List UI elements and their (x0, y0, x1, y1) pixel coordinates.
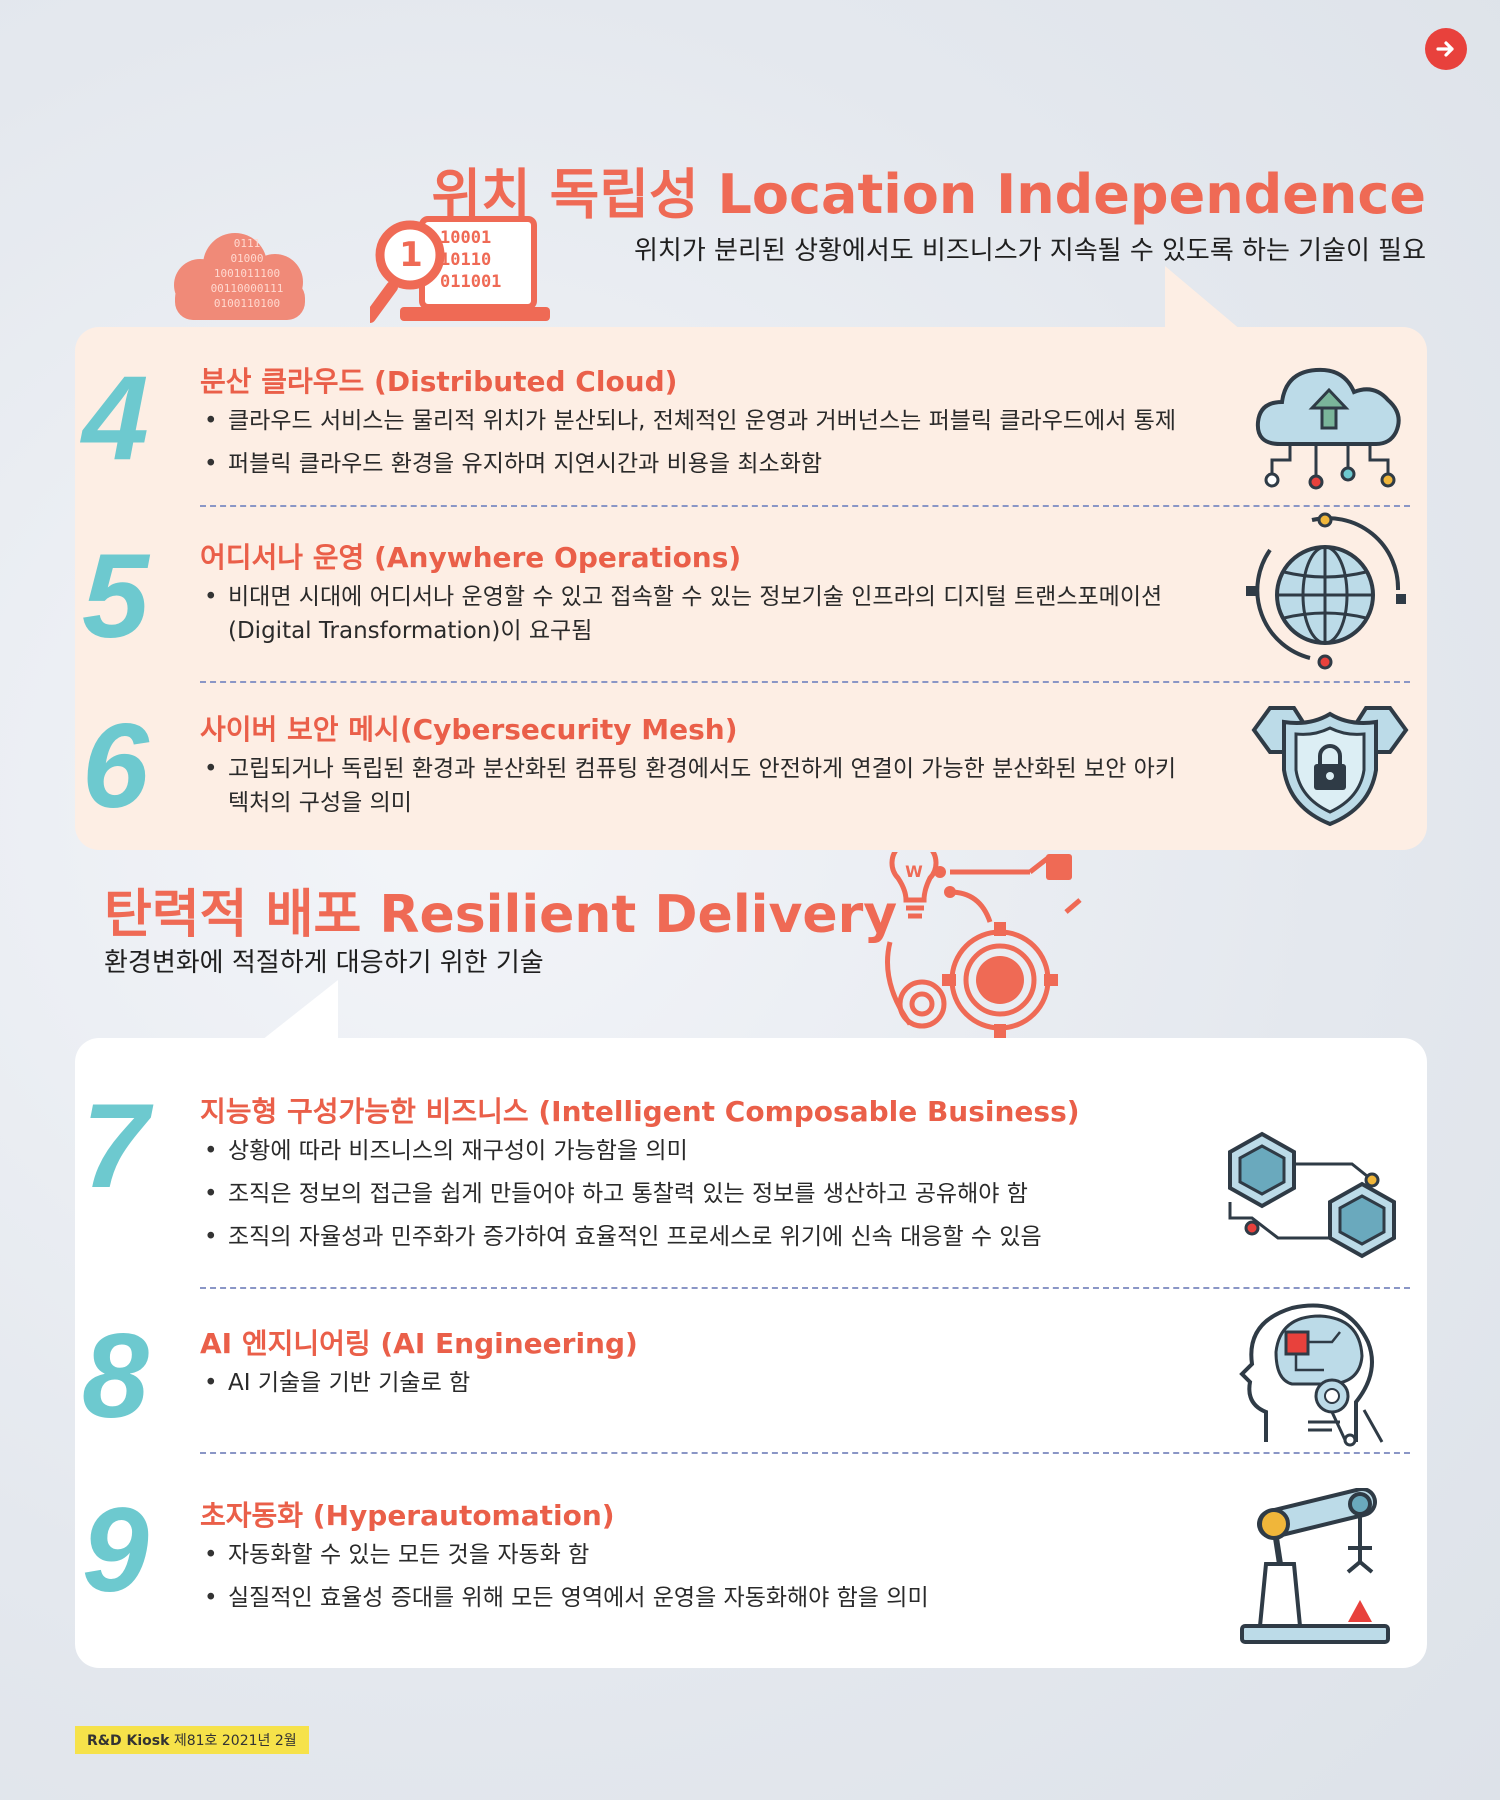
bullet-item: 조직의 자율성과 민주화가 증가하여 효율적인 프로세스로 위기에 신속 대응할… (200, 1220, 1200, 1254)
cloud-network-icon (1250, 352, 1410, 502)
cloud-data-illustration: 0111 01000 1001011100 00110000111 010011… (140, 210, 560, 330)
section-subtitle-resilient: 환경변화에 적절하게 대응하기 위한 기술 (104, 948, 544, 978)
cloud-binary-row: 0100110100 (213, 297, 281, 310)
bullet-item: 고립되거나 독립된 환경과 분산화된 컴퓨팅 환경에서도 안전하게 연결이 가능… (200, 752, 1180, 820)
item-divider (200, 1452, 1410, 1454)
item-bullets: 자동화할 수 있는 모든 것을 자동화 함 실질적인 효율성 증대를 위해 모든… (200, 1538, 1200, 1624)
laptop-binary-row: 011001 (440, 272, 502, 292)
item-number: 9 (82, 1483, 149, 1617)
bullet-item: 클라우드 서비스는 물리적 위치가 분산되나, 전체적인 운영과 거버넌스는 퍼… (200, 404, 1240, 438)
bullet-item: 조직은 정보의 접근을 쉽게 만들어야 하고 통찰력 있는 정보를 생산하고 공… (200, 1177, 1200, 1211)
laptop-binary-row: 10001 (440, 228, 492, 248)
bullet-item: 비대면 시대에 어디서나 운영할 수 있고 접속할 수 있는 정보기술 인프라의… (200, 580, 1240, 648)
section-subtitle-location: 위치가 분리된 상황에서도 비즈니스가 지속될 수 있도록 하는 기술이 필요 (634, 236, 1426, 266)
laptop-search-illustration: 1 10001 10110 011001 (370, 215, 550, 325)
panel-pointer (262, 980, 342, 1040)
cloud-binary-row: 0111 (233, 237, 261, 250)
footer-issue: 제81호 2021년 2월 (173, 1733, 297, 1749)
bullet-item: 퍼블릭 클라우드 환경을 유지하며 지연시간과 비용을 최소화함 (200, 447, 1240, 481)
cloud-binary-row: 01000 (230, 252, 264, 265)
footer-brand: R&D Kiosk (87, 1733, 170, 1749)
bullet-item: AI 기술을 기반 기술로 함 (200, 1366, 1200, 1400)
item-bullets: 비대면 시대에 어디서나 운영할 수 있고 접속할 수 있는 정보기술 인프라의… (200, 580, 1240, 657)
shield-lock-icon (1250, 700, 1410, 830)
globe-network-icon (1240, 510, 1410, 680)
cloud-binary-row: 1001011100 (213, 267, 281, 280)
laptop-binary-row: 10110 (440, 250, 492, 270)
item-number: 5 (82, 529, 149, 663)
item-title-ai-engineering: AI 엔지니어링 (AI Engineering) (200, 1327, 638, 1360)
search-badge-number: 1 (399, 235, 423, 275)
panel-pointer (1165, 266, 1245, 330)
item-title-composable-business: 지능형 구성가능한 비즈니스 (Intelligent Composable B… (200, 1095, 1080, 1128)
bullet-item: 실질적인 효율성 증대를 위해 모든 영역에서 운영을 자동화해야 함을 의미 (200, 1581, 1200, 1615)
bullet-item: 자동화할 수 있는 모든 것을 자동화 함 (200, 1538, 1200, 1572)
cloud-binary-row: 00110000111 (210, 282, 284, 295)
section-title-location: 위치 독립성 Location Independence (431, 163, 1426, 226)
item-title-hyperautomation: 초자동화 (Hyperautomation) (200, 1499, 615, 1532)
item-divider (200, 681, 1410, 683)
next-page-button[interactable] (1425, 28, 1467, 70)
item-divider (200, 1287, 1410, 1289)
item-bullets: 상황에 따라 비즈니스의 재구성이 가능함을 의미 조직은 정보의 접근을 쉽게… (200, 1134, 1200, 1263)
arrow-right-icon (1436, 41, 1454, 57)
item-number: 4 (82, 351, 149, 485)
footer-issue-tag: R&D Kiosk 제81호 2021년 2월 (75, 1726, 309, 1754)
linked-cubes-icon (1222, 1128, 1412, 1268)
item-bullets: 클라우드 서비스는 물리적 위치가 분산되나, 전체적인 운영과 거버넌스는 퍼… (200, 404, 1240, 490)
gears-idea-illustration: W (880, 852, 1090, 1042)
robot-arm-icon (1236, 1488, 1396, 1648)
item-title-distributed-cloud: 분산 클라우드 (Distributed Cloud) (200, 365, 678, 398)
bullet-item: 상황에 따라 비즈니스의 재구성이 가능함을 의미 (200, 1134, 1200, 1168)
ai-head-icon (1236, 1292, 1386, 1452)
item-number: 7 (82, 1079, 149, 1213)
bulb-letter: W (905, 862, 923, 881)
section-title-resilient: 탄력적 배포 Resilient Delivery (104, 885, 898, 945)
item-number: 8 (82, 1309, 149, 1443)
item-title-cybersecurity-mesh: 사이버 보안 메시(Cybersecurity Mesh) (200, 713, 738, 746)
item-divider (200, 505, 1410, 507)
item-bullets: AI 기술을 기반 기술로 함 (200, 1366, 1200, 1409)
item-bullets: 고립되거나 독립된 환경과 분산화된 컴퓨팅 환경에서도 안전하게 연결이 가능… (200, 752, 1180, 829)
item-number: 6 (82, 699, 149, 833)
item-title-anywhere-operations: 어디서나 운영 (Anywhere Operations) (200, 541, 742, 574)
